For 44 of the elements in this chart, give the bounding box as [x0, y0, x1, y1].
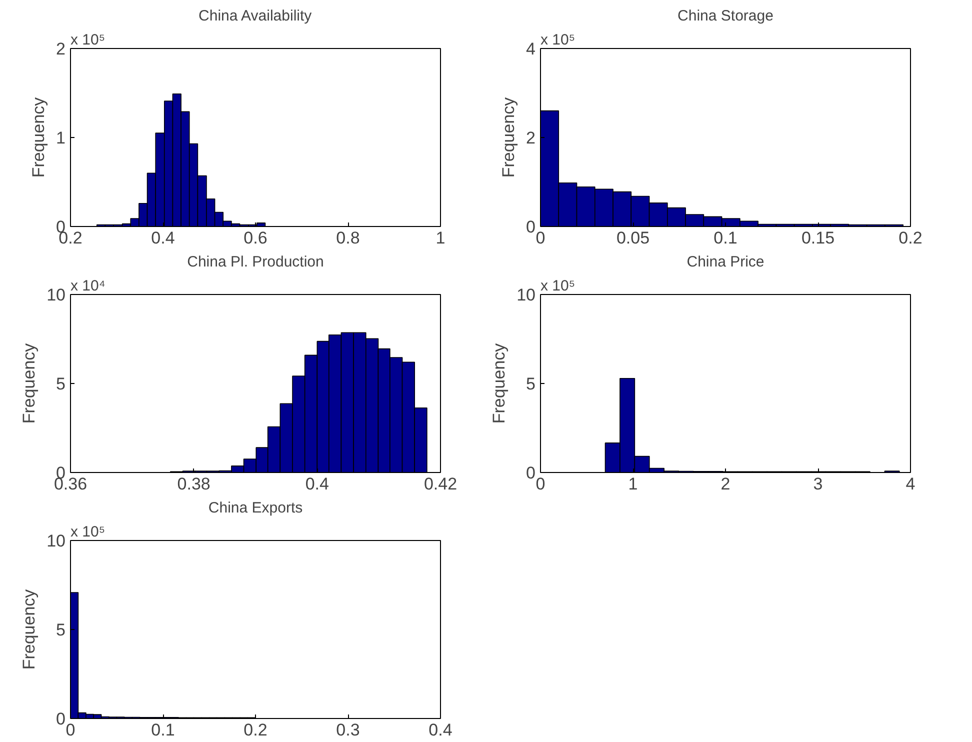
- x-tick-label: 0.4: [428, 720, 452, 740]
- x-tick-label: 0.1: [714, 228, 738, 248]
- annotation: x 10⁵: [540, 278, 576, 294]
- x-tick-label: 0.8: [336, 228, 360, 248]
- annotation: x 10⁴: [70, 278, 106, 294]
- chart-title: China Pl. Production: [187, 254, 324, 270]
- x-tick-label: 0.1: [151, 720, 175, 740]
- annotation: x 10⁵: [70, 32, 106, 48]
- x-tick-label: 0.05: [616, 228, 650, 248]
- x-tick-label: 4: [906, 474, 916, 494]
- x-tick-label: 0.6: [244, 228, 268, 248]
- x-tick-label: 0.15: [801, 228, 835, 248]
- y-tick-label: 5: [56, 620, 66, 640]
- annotation: x 10⁵: [540, 32, 576, 48]
- chart-title: China Price: [686, 254, 764, 270]
- y-axis-title: Frequency: [499, 96, 518, 178]
- x-tick-label: 0.2: [244, 720, 268, 740]
- x-tick-label: 0.2: [898, 228, 922, 248]
- x-tick-label: 2: [720, 474, 730, 494]
- x-tick-label: 0.42: [424, 474, 458, 494]
- y-tick-label: 1: [56, 128, 66, 148]
- y-tick-label: 10: [46, 286, 66, 304]
- y-axis-title: Frequency: [20, 588, 39, 670]
- x-tick-label: 0.4: [305, 474, 329, 494]
- y-axis-title: Frequency: [20, 342, 39, 424]
- x-tick-label: 0.38: [177, 474, 210, 494]
- chart-title: China Storage: [678, 8, 774, 24]
- y-axis-title: Frequency: [29, 96, 48, 178]
- y-tick-label: 2: [56, 40, 66, 58]
- annotation: x 10⁵: [70, 524, 106, 540]
- y-tick-label: 5: [56, 374, 66, 394]
- y-tick-label: 4: [526, 40, 536, 58]
- y-tick-label: 10: [516, 286, 536, 304]
- x-tick-label: 3: [813, 474, 823, 494]
- x-tick-label: 1: [628, 474, 638, 494]
- y-tick-label: 10: [46, 532, 66, 550]
- x-tick-label: 0.3: [336, 720, 360, 740]
- chart-title: China Availability: [198, 8, 312, 24]
- y-axis-title: Frequency: [490, 342, 509, 424]
- y-tick-label: 5: [526, 374, 536, 394]
- y-tick-label: 2: [526, 128, 536, 148]
- x-tick-label: 0.4: [151, 228, 175, 248]
- x-tick-label: 1: [436, 228, 446, 248]
- chart-title: China Exports: [208, 500, 303, 516]
